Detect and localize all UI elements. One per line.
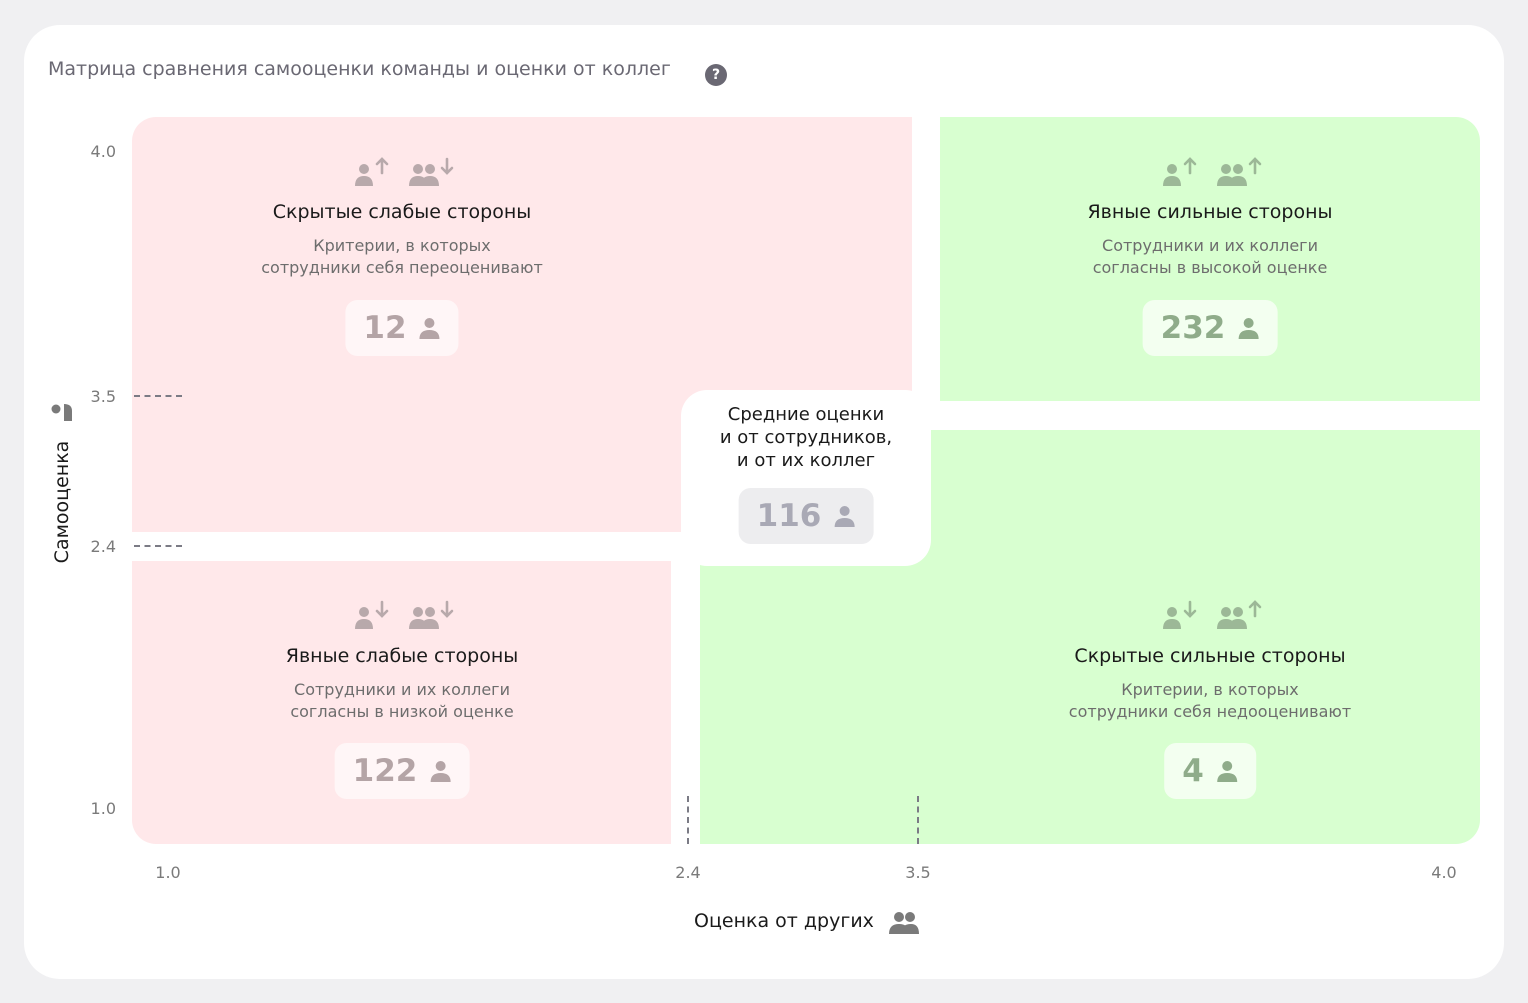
self-down-icon bbox=[355, 600, 389, 629]
trend-icons bbox=[354, 598, 456, 630]
y-tick-label: 2.4 bbox=[90, 537, 116, 556]
desc-line: согласны в низкой оценке bbox=[290, 702, 514, 721]
count-value: 12 bbox=[363, 310, 407, 346]
others-up-icon bbox=[1217, 157, 1262, 186]
count-value: 122 bbox=[352, 753, 418, 789]
count-badge[interactable]: 122 bbox=[334, 743, 470, 799]
threshold-dash bbox=[134, 395, 182, 397]
person-icon bbox=[1216, 761, 1237, 782]
threshold-dash bbox=[134, 545, 182, 547]
y-tick-label: 4.0 bbox=[90, 142, 116, 161]
person-icon bbox=[419, 318, 440, 339]
quadrant-description: Критерии, в которых сотрудники себя недо… bbox=[1069, 679, 1351, 723]
middle-description: Средние оценки и от сотрудников, и от их… bbox=[720, 403, 892, 472]
desc-line: согласны в высокой оценке bbox=[1092, 258, 1328, 277]
quadrant-title: Скрытые слабые стороны bbox=[272, 201, 532, 223]
person-icon bbox=[430, 761, 451, 782]
count-value: 116 bbox=[756, 498, 822, 534]
chart-title: Матрица сравнения самооценки команды и о… bbox=[48, 58, 671, 80]
threshold-dash bbox=[917, 796, 919, 844]
desc-line: Критерии, в которых bbox=[1121, 680, 1299, 699]
count-badge[interactable]: 232 bbox=[1142, 300, 1278, 356]
desc-line: Сотрудники и их коллеги bbox=[1102, 236, 1318, 255]
x-tick-label: 1.0 bbox=[155, 863, 181, 882]
x-axis-label: Оценка от других bbox=[694, 910, 874, 932]
self-up-icon bbox=[355, 157, 389, 186]
person-icon bbox=[834, 506, 855, 527]
trend-icons bbox=[1162, 598, 1264, 630]
self-down-icon bbox=[1163, 600, 1197, 629]
count-badge[interactable]: 12 bbox=[345, 300, 459, 356]
others-down-icon bbox=[409, 600, 454, 629]
x-tick-label: 2.4 bbox=[675, 863, 701, 882]
count-badge[interactable]: 4 bbox=[1164, 743, 1256, 799]
x-tick-label: 4.0 bbox=[1431, 863, 1457, 882]
desc-line: сотрудники себя недооценивают bbox=[1068, 702, 1352, 721]
question-mark-icon[interactable]: ? bbox=[705, 64, 727, 86]
y-tick-label: 1.0 bbox=[90, 799, 116, 818]
quadrant-description: Сотрудники и их коллеги согласны в низко… bbox=[290, 679, 513, 723]
trend-icons bbox=[1162, 155, 1264, 187]
quadrant-title: Явные слабые стороны bbox=[285, 645, 519, 667]
trend-icons bbox=[354, 155, 456, 187]
middle-line: и от их коллег bbox=[736, 450, 876, 471]
threshold-dash bbox=[687, 796, 689, 844]
count-badge[interactable]: 116 bbox=[738, 488, 874, 544]
y-tick-label: 3.5 bbox=[90, 387, 116, 406]
y-axis-label: Самооценка bbox=[51, 440, 73, 564]
self-up-icon bbox=[1163, 157, 1197, 186]
others-up-icon bbox=[1217, 600, 1262, 629]
person-icon bbox=[1238, 318, 1259, 339]
desc-line: Сотрудники и их коллеги bbox=[294, 680, 510, 699]
count-value: 4 bbox=[1182, 753, 1204, 789]
desc-line: Критерии, в которых bbox=[313, 236, 491, 255]
quadrant-description: Критерии, в которых сотрудники себя пере… bbox=[261, 235, 543, 279]
others-down-icon bbox=[409, 157, 454, 186]
x-tick-label: 3.5 bbox=[905, 863, 931, 882]
quadrant-title: Явные сильные стороны bbox=[1087, 201, 1333, 223]
middle-line: Средние оценки bbox=[727, 404, 885, 425]
desc-line: сотрудники себя переоценивают bbox=[261, 258, 543, 277]
group-people-icon bbox=[889, 912, 919, 934]
count-value: 232 bbox=[1160, 310, 1226, 346]
self-person-icon bbox=[51, 404, 72, 421]
quadrant-title: Скрытые сильные стороны bbox=[1074, 645, 1346, 667]
middle-line: и от сотрудников, bbox=[719, 427, 893, 448]
quadrant-description: Сотрудники и их коллеги согласны в высок… bbox=[1093, 235, 1328, 279]
